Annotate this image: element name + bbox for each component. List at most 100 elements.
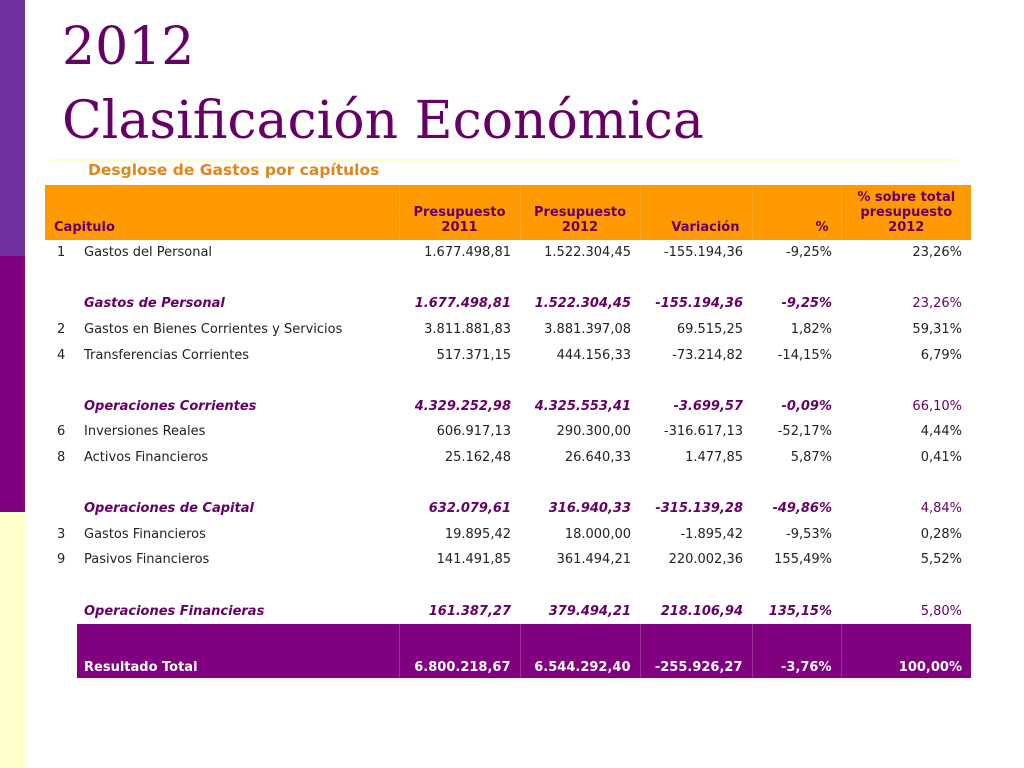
- spacer-cell: [45, 470, 971, 496]
- row-code: [45, 496, 77, 522]
- table-row: 4 Transferencias Corrientes 517.371,15 4…: [45, 342, 971, 368]
- row-presupuesto-2012: 26.640,33: [564, 450, 631, 466]
- table-row: 6 Inversiones Reales 606.917,13 290.300,…: [45, 419, 971, 445]
- row-presupuesto-2012: 361.494,21: [556, 552, 631, 568]
- row-code: [45, 394, 77, 420]
- row-variacion: 220.002,36: [668, 552, 743, 568]
- row-share: 6,79%: [920, 347, 962, 363]
- row-variacion: -315.139,28: [655, 501, 743, 517]
- row-presupuesto-2012: 290.300,00: [556, 424, 631, 440]
- spacer-row: [45, 368, 971, 394]
- subtotal-row: Operaciones de Capital 632.079,61 316.94…: [45, 496, 971, 522]
- row-code: 4: [57, 347, 66, 363]
- header-share-of-total: % sobre total presupuesto 2012: [840, 185, 971, 240]
- slide-title-year: 2012: [62, 17, 195, 77]
- side-accent-bar-middle: [0, 256, 25, 512]
- row-percent: 155,49%: [774, 552, 832, 568]
- header-share-line3: 2012: [888, 220, 925, 235]
- row-variacion: 218.106,94: [660, 603, 743, 619]
- slide-title-main: Clasificación Económica: [62, 91, 704, 151]
- row-percent: -14,15%: [777, 347, 832, 363]
- row-presupuesto-2011: 632.079,61: [428, 501, 511, 517]
- row-presupuesto-2011: 161.387,27: [428, 603, 511, 619]
- row-share: 0,41%: [920, 450, 962, 466]
- header-capitulo: Capitulo: [45, 185, 399, 240]
- header-presupuesto-2012-year: 2012: [561, 220, 599, 235]
- row-share: 4,84%: [920, 501, 962, 517]
- grand-total-blank: [45, 623, 77, 678]
- row-percent: 5,87%: [790, 450, 832, 466]
- slide-title: 2012 Clasificación Económica: [62, 10, 704, 158]
- spacer-row: [45, 470, 971, 496]
- row-percent: 135,15%: [768, 603, 832, 619]
- table-row: 8 Activos Financieros 25.162,48 26.640,3…: [45, 445, 971, 471]
- side-accent-bar-top: [0, 0, 25, 256]
- row-presupuesto-2012: 1.522.304,45: [534, 296, 631, 312]
- row-code: [45, 598, 77, 624]
- grand-total-row: Resultado Total 6.800.218,67 6.544.292,4…: [45, 623, 971, 678]
- grand-total-presupuesto-2011: 6.800.218,67: [398, 623, 520, 678]
- row-presupuesto-2011: 606.917,13: [436, 424, 511, 440]
- row-variacion: -316.617,13: [663, 424, 743, 440]
- row-description: Inversiones Reales: [84, 424, 206, 440]
- subtotal-row: Gastos de Personal 1.677.498,81 1.522.30…: [45, 291, 971, 317]
- table-header: Capitulo Presupuesto 2011 Presupuesto 20…: [45, 185, 971, 240]
- row-variacion: -155.194,36: [663, 245, 743, 261]
- grand-total-variacion: -255.926,27: [639, 623, 752, 678]
- header-presupuesto-2011-label: Presupuesto: [413, 205, 506, 220]
- header-share-line2: presupuesto: [860, 205, 953, 220]
- spacer-cell: [45, 368, 971, 394]
- row-percent: -52,17%: [777, 424, 832, 440]
- row-presupuesto-2011: 19.895,42: [444, 526, 511, 542]
- table-body: 1 Gastos del Personal 1.677.498,81 1.522…: [45, 240, 971, 678]
- row-variacion: 1.477,85: [685, 450, 743, 466]
- header-variacion: Variación: [639, 185, 752, 240]
- row-description: Transferencias Corrientes: [84, 347, 250, 363]
- header-presupuesto-2012-label: Presupuesto: [533, 205, 626, 220]
- subtotal-row: Operaciones Financieras 161.387,27 379.4…: [45, 598, 971, 624]
- row-description: Gastos del Personal: [84, 245, 213, 261]
- row-code: 8: [57, 450, 66, 466]
- row-presupuesto-2012: 4.325.553,41: [534, 398, 631, 414]
- header-presupuesto-2012: Presupuesto 2012: [519, 185, 640, 240]
- row-share: 5,80%: [920, 603, 962, 619]
- row-description: Gastos de Personal: [84, 296, 225, 312]
- row-variacion: -73.214,82: [672, 347, 743, 363]
- spacer-row: [45, 266, 971, 292]
- grand-total-percent: -3,76%: [751, 623, 841, 678]
- row-variacion: -155.194,36: [655, 296, 743, 312]
- row-description: Gastos Financieros: [84, 526, 206, 542]
- table-subtitle: Desglose de Gastos por capítulos: [88, 161, 380, 179]
- subtotal-row: Operaciones Corrientes 4.329.252,98 4.32…: [45, 394, 971, 420]
- table-row: 2 Gastos en Bienes Corrientes y Servicio…: [45, 317, 971, 343]
- row-share: 66,10%: [912, 398, 962, 414]
- grand-total-share: 100,00%: [840, 623, 971, 678]
- row-presupuesto-2012: 379.494,21: [548, 603, 631, 619]
- header-share-line1: % sobre total: [857, 190, 956, 205]
- row-presupuesto-2012: 316.940,33: [548, 501, 631, 517]
- grand-total-label: Resultado Total: [77, 623, 399, 678]
- row-description: Operaciones de Capital: [84, 501, 254, 517]
- row-presupuesto-2011: 1.677.498,81: [424, 245, 511, 261]
- row-share: 59,31%: [912, 322, 962, 338]
- spacer-cell: [45, 573, 971, 599]
- row-variacion: -1.895,42: [680, 526, 743, 542]
- row-description: Gastos en Bienes Corrientes y Servicios: [84, 322, 343, 338]
- row-code: 1: [57, 245, 66, 261]
- row-percent: -49,86%: [772, 501, 832, 517]
- row-presupuesto-2011: 4.329.252,98: [414, 398, 511, 414]
- row-code: 2: [57, 322, 66, 338]
- header-presupuesto-2011: Presupuesto 2011: [398, 185, 520, 240]
- header-presupuesto-2011-year: 2011: [441, 220, 478, 235]
- row-presupuesto-2012: 3.881.397,08: [544, 322, 631, 338]
- row-presupuesto-2012: 444.156,33: [556, 347, 631, 363]
- row-presupuesto-2011: 3.811.881,83: [424, 322, 511, 338]
- row-share: 4,44%: [920, 424, 962, 440]
- row-code: 3: [57, 526, 66, 542]
- row-code: 6: [57, 424, 66, 440]
- row-presupuesto-2012: 1.522.304,45: [544, 245, 631, 261]
- row-percent: 1,82%: [790, 322, 832, 338]
- row-description: Activos Financieros: [84, 450, 209, 466]
- row-share: 23,26%: [912, 296, 962, 312]
- grand-total-presupuesto-2012: 6.544.292,40: [519, 623, 640, 678]
